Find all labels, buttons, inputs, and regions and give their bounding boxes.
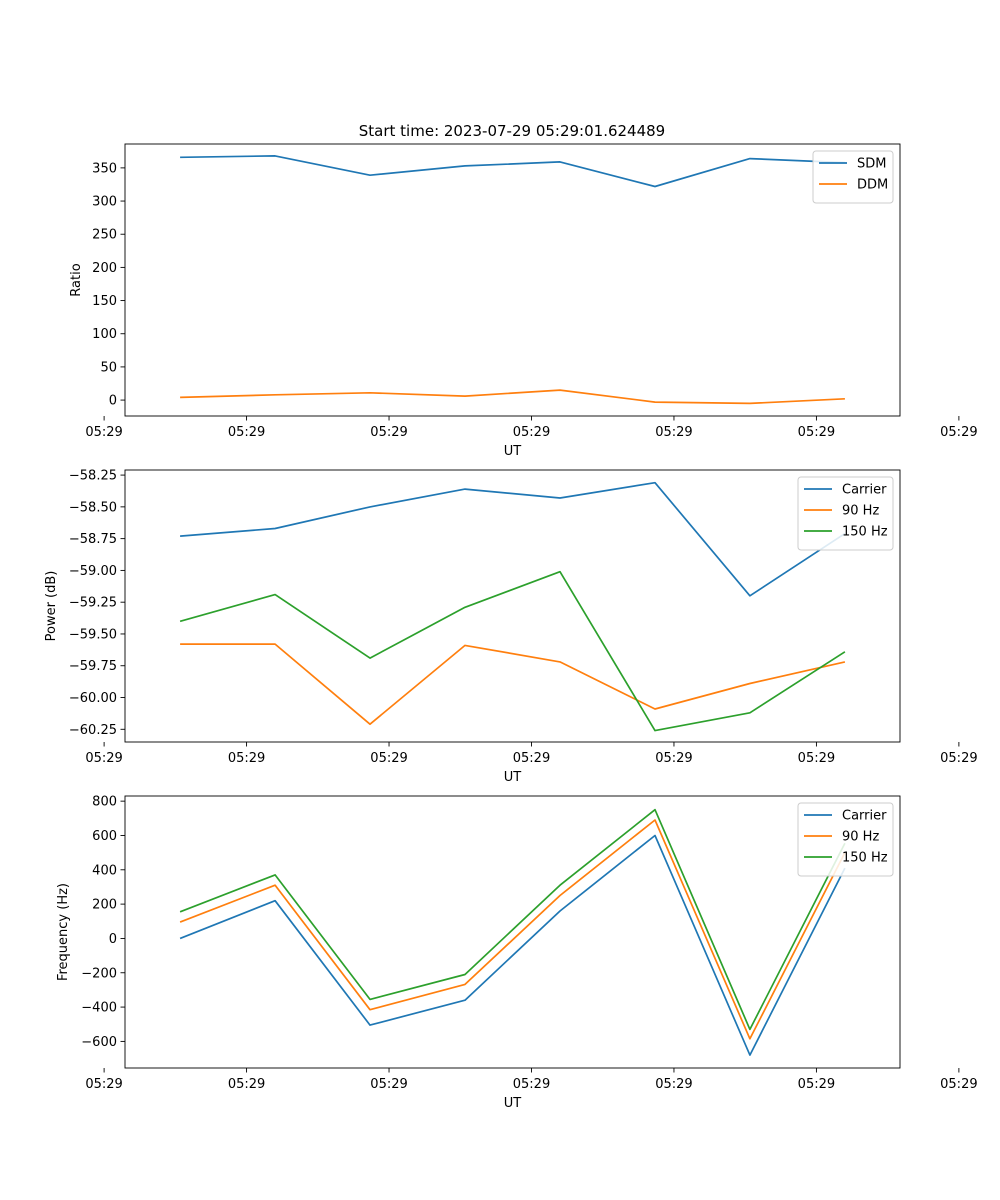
y-axis-label: Power (dB): [44, 571, 59, 642]
legend-power: Carrier 90 Hz 150 Hz: [797, 476, 894, 551]
y-tick-label: 50: [100, 360, 117, 375]
y-tick-label: 0: [109, 394, 117, 409]
y-tick-label: −59.25: [69, 596, 117, 611]
axes-frame-ratio: [124, 143, 901, 417]
y-tick-label: 100: [92, 327, 117, 342]
x-tick-label: 05:29: [798, 1077, 835, 1092]
y-tick-label: −58.25: [69, 469, 117, 484]
series-line-sdm: [180, 155, 845, 188]
x-tick-label: 05:29: [370, 751, 407, 766]
legend-ratio: SDM DDM: [812, 150, 894, 204]
x-tick-label: 05:29: [228, 425, 265, 440]
x-tick-label: 05:29: [798, 751, 835, 766]
legend-entry-label: 150 Hz: [842, 525, 888, 540]
series-line-150-hz: [179, 808, 846, 1031]
y-tick-label: −58.50: [69, 500, 117, 515]
y-tick-label: 250: [92, 228, 117, 243]
x-tick-label: 05:29: [85, 751, 122, 766]
x-tick-label: 05:29: [655, 1077, 692, 1092]
series-line-carrier: [180, 481, 846, 597]
series-line-150-hz: [179, 570, 846, 732]
x-tick-label: 05:29: [370, 1077, 407, 1092]
y-tick-label: −60.00: [69, 691, 117, 706]
y-tick-label: −60.25: [69, 723, 117, 738]
x-tick-label: 05:29: [228, 751, 265, 766]
legend-entry-label: SDM: [857, 157, 886, 172]
series-line-ddm: [180, 389, 845, 405]
x-axis-label: UT: [504, 1096, 522, 1111]
y-tick-label: −59.00: [69, 564, 117, 579]
y-tick-label: −200: [81, 966, 117, 981]
y-tick-label: 150: [92, 294, 117, 309]
y-tick-label: 0: [109, 932, 117, 947]
x-axis-label: UT: [504, 770, 522, 785]
series-line-carrier: [179, 834, 846, 1056]
x-axis-label: UT: [504, 444, 522, 459]
y-tick-label: −58.75: [69, 532, 117, 547]
y-tick-label: −400: [81, 1001, 117, 1016]
y-tick-label: 400: [92, 863, 117, 878]
y-tick-label: −59.50: [69, 627, 117, 642]
legend-entry-label: 90 Hz: [842, 504, 879, 519]
y-tick-label: 350: [92, 161, 117, 176]
y-tick-label: 200: [92, 261, 117, 276]
x-tick-label: 05:29: [228, 1077, 265, 1092]
y-axis-label: Ratio: [69, 263, 84, 296]
series-line-90-hz: [179, 819, 846, 1040]
legend-entry-label: Carrier: [842, 483, 887, 498]
legend-entry-label: 150 Hz: [842, 851, 888, 866]
x-tick-label: 05:29: [85, 1077, 122, 1092]
x-tick-label: 05:29: [513, 751, 550, 766]
y-tick-label: 800: [92, 795, 117, 810]
chart-frequency: 05:29 05:29 05:29 05:29 05:29 05:29 05:29 −600 −…: [56, 795, 978, 1111]
legend-frequency: Carrier 90 Hz 150 Hz: [797, 802, 894, 877]
x-tick-label: 05:29: [513, 1077, 550, 1092]
y-tick-label: 600: [92, 829, 117, 844]
legend-entry-label: 90 Hz: [842, 830, 879, 845]
axes-frame-power: [124, 469, 901, 743]
x-tick-label: 05:29: [798, 425, 835, 440]
x-tick-label: 05:29: [85, 425, 122, 440]
x-tick-label: 05:29: [370, 425, 407, 440]
chart-power: 05:29 05:29 05:29 05:29 05:29 05:29 05:29 −60.2…: [44, 469, 978, 785]
y-tick-label: −59.75: [69, 659, 117, 674]
y-axis-label: Frequency (Hz): [56, 883, 71, 981]
y-tick-label: 200: [92, 898, 117, 913]
legend-entry-label: Carrier: [842, 809, 887, 824]
series-line-90-hz: [180, 643, 846, 726]
x-tick-label: 05:29: [940, 751, 977, 766]
legend-box: [812, 150, 894, 204]
x-tick-label: 05:29: [655, 751, 692, 766]
x-tick-label: 05:29: [940, 1077, 977, 1092]
x-tick-label: 05:29: [655, 425, 692, 440]
chart-ratio: 05:29 05:29 05:29 05:29 05:29 05:29 05:29 0 50 10…: [69, 143, 978, 459]
y-tick-label: −600: [81, 1035, 117, 1050]
axes-frame-frequency: [124, 795, 901, 1069]
figure-title: Start time: 2023-07-29 05:29:01.624489: [359, 122, 665, 140]
legend-entry-label: DDM: [857, 178, 888, 193]
x-tick-label: 05:29: [940, 425, 977, 440]
x-tick-label: 05:29: [513, 425, 550, 440]
chart-panels: 05:29 05:29 05:29 05:29 05:29 05:29 05:29 0 50 10…: [44, 143, 978, 1111]
y-tick-label: 300: [92, 195, 117, 210]
